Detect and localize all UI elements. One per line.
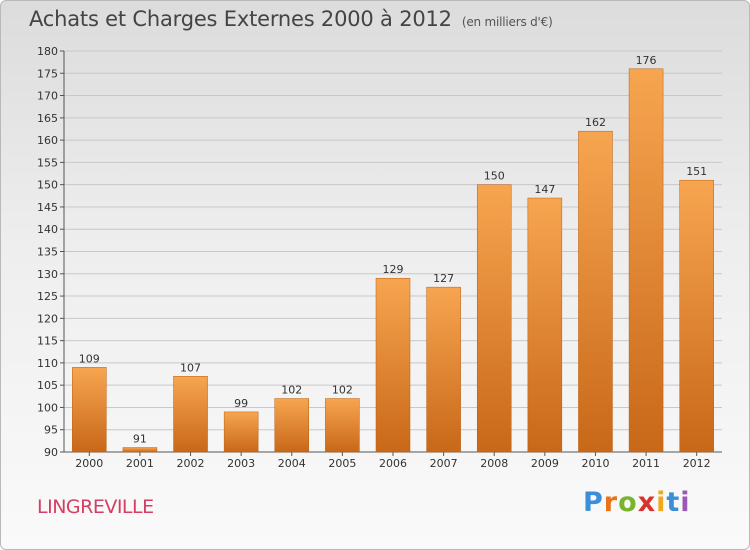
x-tick-label: 2012	[683, 457, 711, 470]
x-tick-label: 2002	[177, 457, 205, 470]
bar	[223, 411, 259, 453]
logo-letter: x	[637, 487, 657, 518]
logo-letter: o	[618, 487, 638, 518]
logo-letter: r	[603, 487, 619, 518]
bar-value-label: 102	[281, 384, 302, 397]
bar	[122, 447, 158, 453]
x-tick-label: 2008	[480, 457, 508, 470]
bar-value-label: 107	[180, 361, 201, 374]
bar	[679, 179, 714, 453]
data-labels: 109 91 107 99 102 102 129 127 150 147 162 176 151	[79, 54, 707, 446]
logo-letter: t	[666, 487, 681, 518]
bar	[628, 68, 664, 453]
y-tick-label: 115	[37, 335, 58, 348]
bar-value-label: 176	[636, 54, 657, 67]
x-tick-label: 2007	[430, 457, 458, 470]
y-tick-label: 155	[37, 156, 58, 169]
y-tick-label: 150	[37, 179, 58, 192]
bar	[274, 398, 310, 453]
logo-letter: i	[680, 487, 691, 518]
bar	[527, 197, 563, 453]
bar-value-label: 129	[383, 263, 404, 276]
bar-value-label: 102	[332, 384, 353, 397]
bar	[578, 130, 613, 453]
bar-value-label: 91	[133, 433, 147, 446]
y-tick-label: 120	[37, 312, 58, 325]
bar-value-label: 147	[534, 183, 555, 196]
bar-value-label: 150	[484, 170, 505, 183]
bar	[476, 184, 512, 453]
x-tick-label: 2009	[531, 457, 559, 470]
bar	[426, 286, 461, 453]
y-tick-label: 175	[37, 67, 58, 80]
bar	[72, 367, 107, 453]
x-tick-label: 2000	[75, 457, 103, 470]
y-tick-label: 110	[37, 357, 58, 370]
y-tick-label: 130	[37, 268, 58, 281]
logo-letter: i	[656, 487, 667, 518]
y-tick-label: 170	[37, 90, 58, 103]
bars	[72, 68, 714, 453]
bar	[325, 398, 360, 453]
bar	[173, 376, 208, 453]
chart-subtitle: (en milliers d'€)	[461, 15, 553, 29]
y-tick-label: 95	[44, 424, 58, 437]
bar-value-label: 127	[433, 272, 454, 285]
x-tick-label: 2006	[379, 457, 407, 470]
x-tick-label: 2001	[126, 457, 154, 470]
y-tick-label: 125	[37, 290, 58, 303]
town-name: LINGREVILLE	[37, 496, 154, 518]
y-tick-label: 90	[44, 446, 58, 459]
bar-value-label: 162	[585, 116, 606, 129]
y-tick-label: 135	[37, 246, 58, 259]
y-tick-label: 100	[37, 401, 58, 414]
axes: 90 95 100 105 110 115 120 125 130 135 140 145 150 155…	[37, 45, 722, 470]
x-tick-label: 2005	[328, 457, 356, 470]
y-tick-label: 145	[37, 201, 58, 214]
chart-title-text: Achats et Charges Externes 2000 à 2012	[29, 7, 452, 31]
y-tick-label: 165	[37, 112, 58, 125]
proxiti-logo: Proxiti	[583, 487, 691, 518]
y-tick-label: 160	[37, 134, 58, 147]
x-tick-label: 2010	[581, 457, 609, 470]
x-tick-label: 2003	[227, 457, 255, 470]
bar	[375, 277, 411, 453]
bar-value-label: 151	[686, 165, 707, 178]
chart-title: Achats et Charges Externes 2000 à 2012 (e…	[29, 7, 553, 31]
bar-value-label: 109	[79, 352, 100, 365]
x-tick-label: 2004	[278, 457, 306, 470]
y-tick-label: 105	[37, 379, 58, 392]
x-tick-label: 2011	[632, 457, 660, 470]
logo-letter: P	[583, 487, 604, 518]
bar-value-label: 99	[234, 397, 248, 410]
y-tick-label: 140	[37, 223, 58, 236]
y-tick-label: 180	[37, 45, 58, 58]
